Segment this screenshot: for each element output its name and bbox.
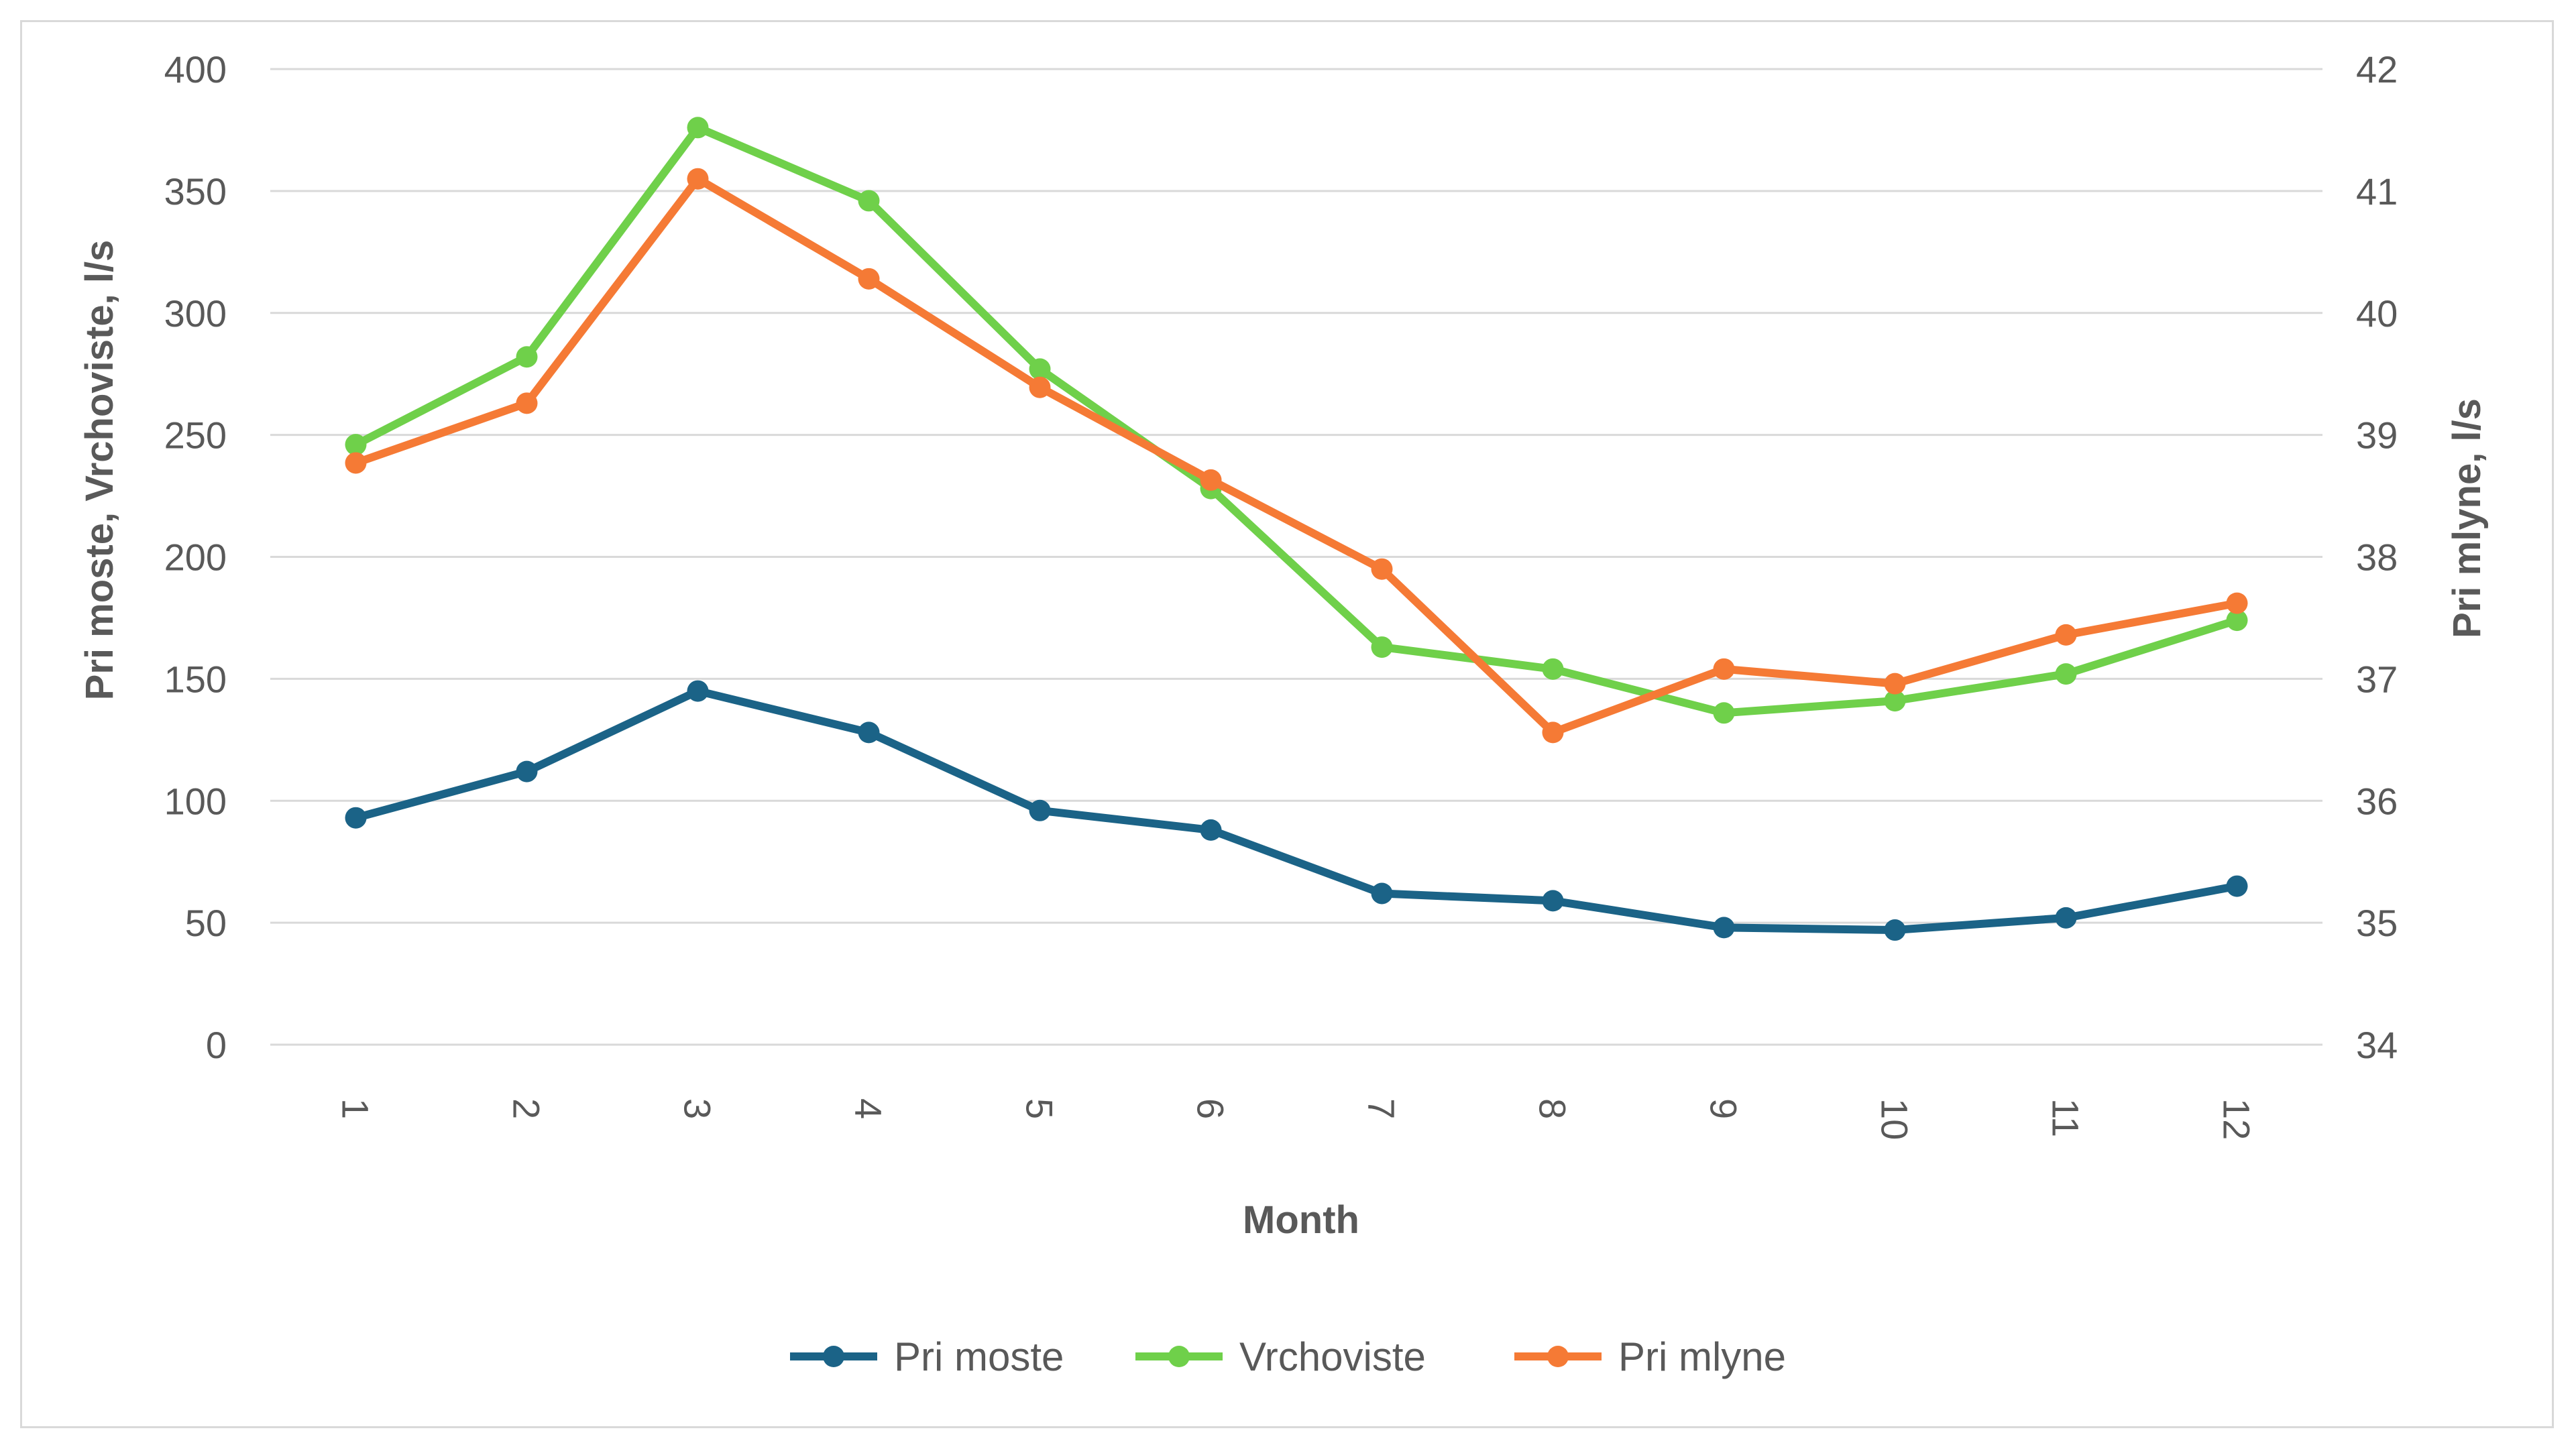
data-point-pri-mlyne: [1884, 673, 1906, 695]
data-point-vrchoviste: [1542, 658, 1564, 680]
right-axis-ticks: 34 35 36 37 38 39 40 41 42: [2356, 48, 2398, 1066]
right-axis-title: Pri mlyne, l/s: [2445, 398, 2489, 638]
data-point-pri-mlyne: [1542, 721, 1564, 744]
series-line-vrchoviste: [351, 123, 2241, 717]
x-tick-label: 2: [506, 1098, 548, 1119]
series-line-pri-mlyne: [351, 174, 2241, 737]
x-tick-label: 6: [1190, 1098, 1232, 1119]
data-point-vrchoviste: [1029, 358, 1051, 380]
data-point-pri-moste: [1713, 917, 1735, 939]
data-point-pri-moste: [2055, 907, 2077, 929]
x-axis-ticks: 1 2 3 4 5 6 7 8 9 10 11 12: [335, 1098, 2258, 1140]
legend-marker-vrchoviste: [1168, 1346, 1190, 1367]
data-point-pri-mlyne: [516, 392, 538, 414]
data-point-vrchoviste: [687, 117, 709, 139]
data-point-pri-moste: [1884, 919, 1906, 941]
data-point-pri-moste: [687, 680, 709, 702]
right-tick-label: 35: [2356, 902, 2398, 944]
data-point-vrchoviste: [1713, 702, 1735, 724]
data-point-vrchoviste: [2226, 610, 2248, 632]
x-tick-label: 12: [2216, 1098, 2258, 1140]
data-point-pri-moste: [1200, 819, 1222, 841]
data-point-pri-mlyne: [1029, 376, 1051, 398]
left-tick-label: 150: [164, 658, 227, 700]
right-tick-label: 36: [2356, 780, 2398, 822]
data-point-vrchoviste: [1371, 636, 1393, 658]
right-tick-label: 42: [2356, 48, 2398, 91]
data-point-pri-moste: [1029, 799, 1051, 821]
x-tick-label: 3: [677, 1098, 719, 1119]
data-point-pri-moste: [1542, 890, 1564, 912]
right-tick-label: 41: [2356, 170, 2398, 213]
x-tick-label: 10: [1874, 1098, 1916, 1140]
left-tick-label: 400: [164, 48, 227, 91]
series-line-pri-moste: [351, 687, 2241, 935]
legend-label-vrchoviste: Vrchoviste: [1239, 1334, 1426, 1379]
x-tick-label: 5: [1019, 1098, 1061, 1119]
data-point-vrchoviste: [858, 190, 880, 212]
data-point-vrchoviste: [1884, 690, 1906, 712]
left-tick-label: 200: [164, 536, 227, 579]
left-tick-label: 50: [185, 902, 227, 944]
left-axis-title: Pri moste, Vrchoviste, l/s: [78, 240, 121, 701]
x-tick-label: 7: [1361, 1098, 1403, 1119]
left-axis-ticks: 0 50 100 150 200 250 300 350 400: [164, 48, 227, 1066]
x-tick-label: 8: [1532, 1098, 1574, 1119]
right-tick-label: 39: [2356, 414, 2398, 457]
data-point-vrchoviste: [2055, 663, 2077, 685]
data-point-pri-mlyne: [1713, 658, 1735, 680]
legend: Pri moste Vrchoviste Pri mlyne: [790, 1334, 1786, 1379]
data-point-vrchoviste: [345, 434, 367, 456]
x-tick-label: 4: [848, 1098, 890, 1119]
data-point-pri-mlyne: [345, 452, 367, 474]
legend-label-pri-moste: Pri moste: [894, 1334, 1064, 1379]
left-tick-label: 350: [164, 170, 227, 213]
data-point-pri-mlyne: [2226, 592, 2248, 614]
data-point-pri-moste: [345, 807, 367, 829]
left-tick-label: 100: [164, 780, 227, 822]
x-axis-title: Month: [1243, 1198, 1359, 1242]
left-tick-label: 300: [164, 292, 227, 335]
x-tick-label: 11: [2045, 1098, 2087, 1137]
data-point-pri-mlyne: [2055, 624, 2077, 646]
right-tick-label: 40: [2356, 292, 2398, 335]
right-tick-label: 34: [2356, 1024, 2398, 1066]
data-point-pri-mlyne: [1200, 469, 1222, 491]
series-layer: [345, 117, 2248, 941]
left-tick-label: 0: [206, 1024, 227, 1066]
x-tick-label: 1: [335, 1098, 377, 1119]
data-point-vrchoviste: [516, 346, 538, 368]
data-point-pri-mlyne: [687, 168, 709, 190]
chart-frame: 0 50 100 150 200 250 300 350 400 34 35 36 37 38 39 40 4…: [20, 20, 2554, 1428]
legend-label-pri-mlyne: Pri mlyne: [1618, 1334, 1786, 1379]
right-tick-label: 38: [2356, 536, 2398, 579]
data-point-pri-moste: [2226, 875, 2248, 897]
data-point-pri-mlyne: [1371, 558, 1393, 580]
data-point-pri-moste: [516, 760, 538, 782]
legend-marker-pri-moste: [823, 1346, 844, 1367]
gridlines: [270, 68, 2322, 1046]
data-point-pri-moste: [1371, 882, 1393, 905]
legend-marker-pri-mlyne: [1547, 1346, 1569, 1367]
left-tick-label: 250: [164, 414, 227, 457]
data-point-pri-moste: [858, 721, 880, 744]
right-tick-label: 37: [2356, 658, 2398, 700]
data-point-pri-mlyne: [858, 268, 880, 290]
x-tick-label: 9: [1703, 1098, 1745, 1119]
